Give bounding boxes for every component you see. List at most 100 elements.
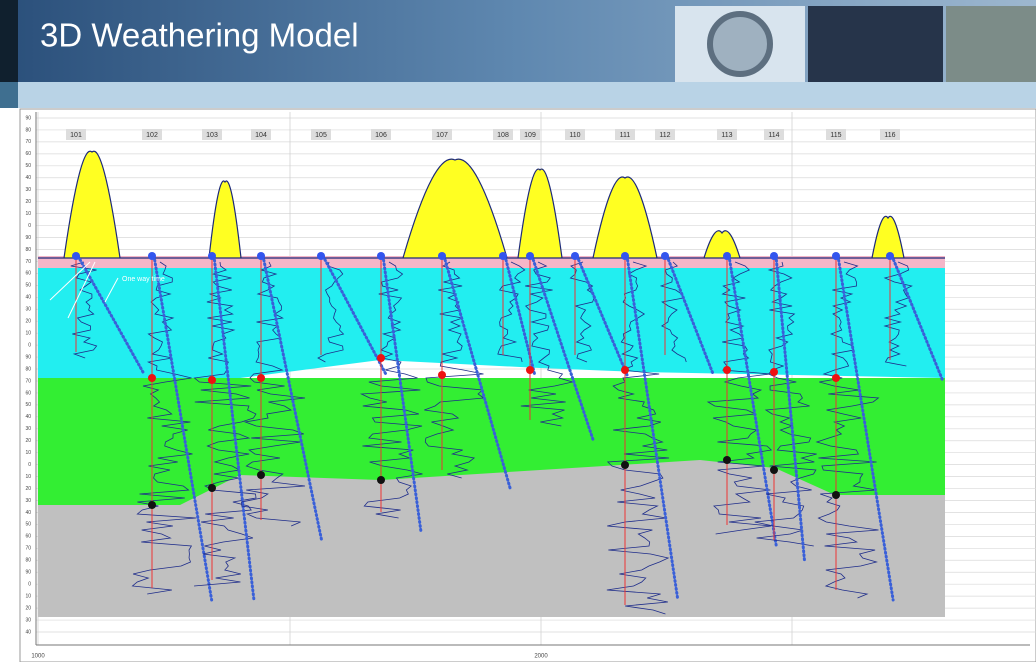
well-top: [886, 252, 894, 260]
y-tick-label: 90: [25, 115, 31, 121]
refraction-line: [261, 254, 324, 542]
y-tick-label: 50: [25, 163, 31, 169]
y-tick-label: 20: [25, 486, 31, 492]
y-tick-label: 10: [25, 474, 31, 480]
well-label: 106: [375, 132, 387, 139]
y-tick-label: 70: [25, 378, 31, 384]
x-tick-label: 2000: [534, 654, 548, 660]
refraction-line: [727, 254, 778, 547]
layer-pick: [832, 374, 840, 382]
well-top: [72, 252, 80, 260]
y-tick-label: 30: [25, 187, 31, 193]
well-top: [621, 252, 629, 260]
refraction-line: [575, 254, 629, 377]
well-top: [526, 252, 534, 260]
log-trace: [569, 261, 595, 363]
log-trace: [497, 261, 526, 363]
base-pick: [832, 491, 840, 499]
base-pick: [257, 471, 265, 479]
refraction-line: [321, 254, 388, 377]
x-tick-label: 1000: [31, 654, 45, 660]
well-top: [317, 252, 325, 260]
y-tick-label: 90: [25, 235, 31, 241]
y-tick-label: 10: [25, 330, 31, 336]
well-label: 112: [659, 132, 670, 139]
y-tick-label: 30: [25, 426, 31, 432]
well-top: [208, 252, 216, 260]
y-tick-label: 90: [25, 570, 31, 576]
y-tick-label: 10: [25, 211, 31, 217]
y-tick-label: 40: [25, 414, 31, 420]
y-tick-label: 30: [25, 617, 31, 623]
y-tick-label: 80: [25, 127, 31, 133]
well-label-box: [655, 129, 675, 140]
y-tick-label: 20: [25, 319, 31, 325]
well-top: [499, 252, 507, 260]
well-label-box: [202, 129, 222, 140]
y-tick-label: 80: [25, 247, 31, 253]
log-trace: [754, 261, 817, 547]
well-label: 101: [70, 132, 82, 139]
annotation: One way time: [122, 276, 165, 283]
layer-pick: [438, 371, 446, 379]
refraction-line: [530, 254, 595, 442]
refraction-line: [212, 254, 256, 602]
y-tick-label: 0: [28, 342, 31, 348]
log-trace: [241, 261, 306, 527]
log-trace: [424, 261, 485, 479]
annotation-arrow: [49, 261, 91, 301]
y-tick-label: 70: [25, 259, 31, 265]
y-tick-label: 50: [25, 402, 31, 408]
well-top: [377, 252, 385, 260]
well-label-box: [717, 129, 737, 140]
well-label: 111: [620, 132, 631, 139]
log-trace: [883, 261, 913, 367]
base-pick: [208, 484, 216, 492]
y-tick-label: 70: [25, 139, 31, 145]
layer-pick: [148, 374, 156, 382]
y-tick-label: 30: [25, 498, 31, 504]
log-trace: [317, 261, 345, 363]
well-label-box: [251, 129, 271, 140]
layer-pick: [621, 366, 629, 374]
base-pick: [148, 501, 156, 509]
log-trace: [520, 261, 575, 427]
well-label: 107: [436, 132, 448, 139]
well-label: 109: [524, 132, 536, 139]
well-label: 116: [884, 132, 895, 139]
y-tick-label: 20: [25, 605, 31, 611]
annotation-arrow: [67, 261, 96, 319]
refraction-line: [381, 254, 423, 534]
photo: [808, 6, 943, 82]
well-label: 114: [768, 132, 779, 139]
well-label: 115: [830, 132, 841, 139]
refraction-line: [625, 254, 680, 602]
well-label-box: [311, 129, 331, 140]
well-label: 110: [569, 132, 580, 139]
well-label-box: [615, 129, 635, 140]
y-tick-label: 30: [25, 307, 31, 313]
layer-pick: [208, 376, 216, 384]
y-tick-label: 10: [25, 593, 31, 599]
refraction-line: [665, 254, 715, 377]
base-pick: [621, 461, 629, 469]
base-pick: [770, 466, 778, 474]
header-title: 3D Weathering Model: [40, 17, 359, 54]
well-label-box: [520, 129, 540, 140]
y-tick-label: 20: [25, 199, 31, 205]
annotation-arrow: [104, 277, 119, 303]
header-edge: [0, 0, 18, 82]
refraction-line: [836, 254, 895, 602]
y-tick-label: 80: [25, 366, 31, 372]
well-label: 105: [315, 132, 327, 139]
well-label: 104: [255, 132, 267, 139]
well-label-box: [66, 129, 86, 140]
well-label-box: [565, 129, 585, 140]
well-top: [832, 252, 840, 260]
photo-detail: [707, 11, 773, 77]
well-label-box: [764, 129, 784, 140]
y-tick-label: 60: [25, 271, 31, 277]
sub-bar-edge: [0, 82, 18, 108]
well-label-box: [371, 129, 391, 140]
